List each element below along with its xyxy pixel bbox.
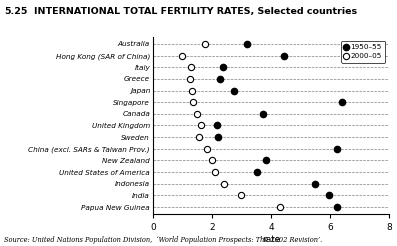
Text: Source: United Nations Population Division,  ‘World Population Prospects: The 20: Source: United Nations Population Divisi… [4, 235, 322, 244]
Text: 5.25: 5.25 [4, 7, 27, 16]
Legend: 1950–55, 2000–05: 1950–55, 2000–05 [341, 41, 385, 63]
X-axis label: rate: rate [262, 235, 280, 244]
Text: INTERNATIONAL TOTAL FERTILITY RATES, Selected countries: INTERNATIONAL TOTAL FERTILITY RATES, Sel… [34, 7, 357, 16]
